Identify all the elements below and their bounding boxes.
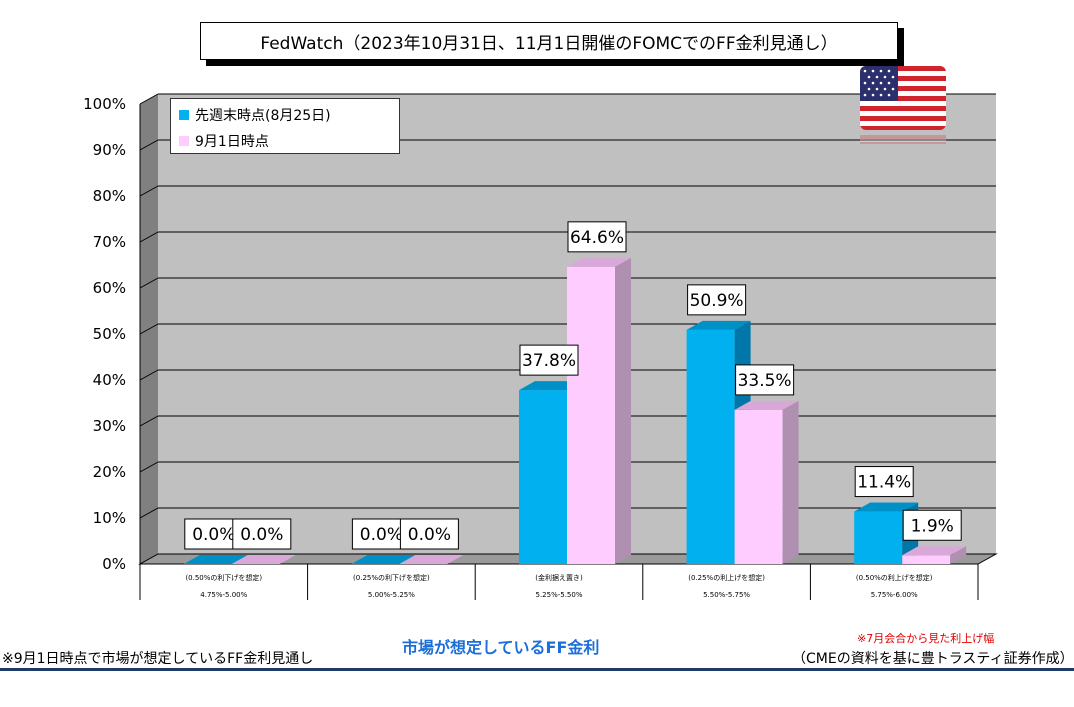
bar-side xyxy=(615,257,631,564)
gridline-side xyxy=(139,323,159,335)
data-label-box xyxy=(232,518,292,550)
gridline-side xyxy=(139,507,159,519)
x-tick-label: 4.75%-5.00% xyxy=(200,591,247,599)
y-tick-label: 30% xyxy=(93,417,126,435)
legend-item-series2: 9月1日時点 xyxy=(179,131,269,151)
legend-label-series1: 先週末時点(8月25日) xyxy=(195,108,331,124)
data-label: 37.8% xyxy=(522,351,576,371)
data-label-box xyxy=(687,284,747,316)
gridline-side xyxy=(139,139,159,151)
footnote-red: ※7月会合から見た利上げ幅 xyxy=(857,632,995,645)
data-label: 1.9% xyxy=(911,516,954,536)
source-note: （CMEの資料を基に豊トラスティ証券作成） xyxy=(792,651,1074,667)
category-note: (金利据え置き) xyxy=(535,573,583,582)
gridline-side xyxy=(139,93,159,105)
y-tick-label: 50% xyxy=(93,325,126,343)
data-label: 0.0% xyxy=(360,525,403,545)
bar-top xyxy=(734,400,799,410)
data-label: 64.6% xyxy=(570,228,624,248)
legend-item-series1: 先週末時点(8月25日) xyxy=(179,105,331,125)
bar-front xyxy=(686,329,735,564)
bar-front xyxy=(734,409,783,564)
chart-title: FedWatch（2023年10月31日、11月1日開催のFOMCでのFF金利見… xyxy=(200,22,898,60)
x-tick-label: 5.50%-5.75% xyxy=(703,591,750,599)
legend: 先週末時点(8月25日) 9月1日時点 xyxy=(170,98,400,154)
bar-top xyxy=(183,555,248,564)
bar-side xyxy=(950,546,967,564)
x-tick-label: 5.00%-5.25% xyxy=(368,591,415,599)
bar-top xyxy=(567,257,631,267)
x-tick-label: 5.25%-5.50% xyxy=(535,591,582,599)
y-tick-label: 40% xyxy=(93,371,126,389)
data-label-box xyxy=(519,344,579,376)
gridline-side xyxy=(139,461,159,473)
category-note: (0.25%の利下げを想定) xyxy=(353,573,430,582)
y-tick-label: 90% xyxy=(93,141,126,159)
category-note: (0.50%の利上げを想定) xyxy=(856,573,933,582)
bar-top xyxy=(351,555,416,564)
data-label: 0.0% xyxy=(192,525,235,545)
bar-side xyxy=(782,400,799,564)
flag-reflection xyxy=(860,132,946,144)
data-label-box xyxy=(854,466,914,498)
gridline-side xyxy=(139,277,159,289)
x-axis-title: 市場が想定しているFF金利 xyxy=(402,638,600,657)
us-flag-icon xyxy=(860,66,946,130)
gridline-side xyxy=(139,415,159,427)
y-tick-label: 100% xyxy=(83,95,126,113)
legend-label-series2: 9月1日時点 xyxy=(195,134,269,150)
bar-front xyxy=(519,390,567,564)
y-tick-label: 60% xyxy=(93,279,126,297)
y-tick-label: 10% xyxy=(93,509,126,527)
y-tick-label: 0% xyxy=(102,555,126,573)
data-label: 33.5% xyxy=(738,371,792,391)
bar-top xyxy=(854,502,919,512)
y-tick-label: 20% xyxy=(93,463,126,481)
category-note: (0.25%の利上げを想定) xyxy=(688,573,765,582)
data-label: 0.0% xyxy=(240,525,283,545)
legend-swatch-series1 xyxy=(179,110,189,120)
data-label-box xyxy=(735,364,795,396)
data-label: 50.9% xyxy=(690,291,744,311)
data-label-box xyxy=(399,518,459,550)
gridline-side xyxy=(139,185,159,197)
data-label-box xyxy=(902,509,962,541)
y-tick-label: 80% xyxy=(93,187,126,205)
bar-top xyxy=(399,555,464,564)
gridline-side xyxy=(139,369,159,381)
category-note: (0.50%の利下げを想定) xyxy=(185,573,262,582)
footnote-left: ※9月1日時点で市場が想定しているFF金利見通し xyxy=(2,651,314,667)
y-tick-label: 70% xyxy=(93,233,126,251)
bar-front xyxy=(902,555,951,564)
bar-top xyxy=(902,546,967,556)
data-label: 0.0% xyxy=(408,525,451,545)
bar-top xyxy=(686,320,751,330)
bar-top xyxy=(231,555,296,564)
x-tick-label: 5.75%-6.00% xyxy=(871,591,918,599)
bar-front xyxy=(854,511,903,564)
data-label-box xyxy=(567,221,627,253)
legend-swatch-series2 xyxy=(179,136,189,146)
data-label: 11.4% xyxy=(857,473,911,493)
bar-front xyxy=(567,266,615,564)
bottom-divider xyxy=(0,668,1074,671)
gridline-side xyxy=(139,231,159,243)
